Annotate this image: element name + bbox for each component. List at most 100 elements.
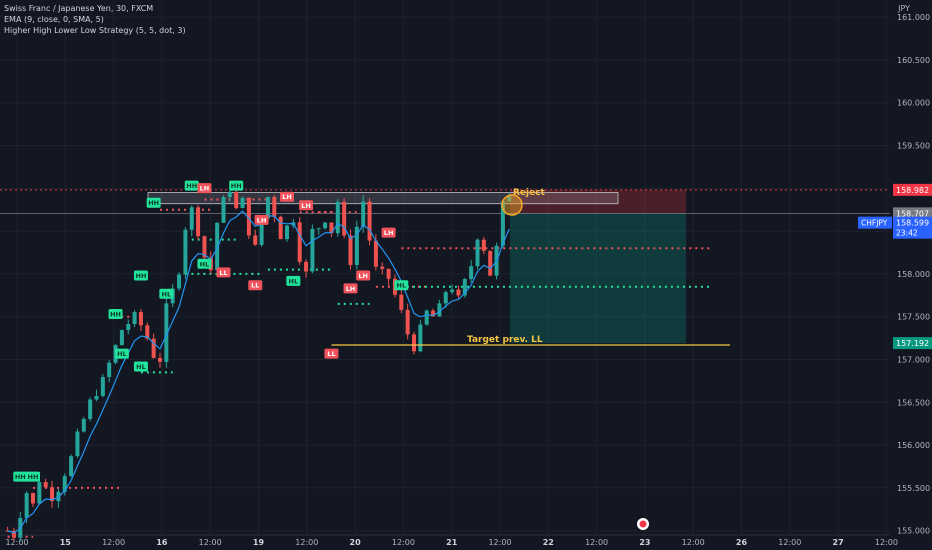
x-tick-label: 20 [350, 538, 362, 547]
event-marker-inner [639, 520, 647, 528]
candle-body [69, 456, 74, 477]
candle-body [75, 431, 80, 457]
candle-body [107, 362, 112, 377]
candle-body [138, 312, 143, 326]
pivot-label-bg [108, 309, 123, 319]
x-tick-label: 12:00 [5, 538, 28, 547]
pivot-label-lh: LH [381, 227, 396, 238]
ema-line [7, 210, 510, 534]
pivot-label-text: HH [148, 199, 159, 207]
pivot-label-lh: LH [280, 191, 294, 202]
candle-body [94, 395, 99, 400]
x-tick-label: 21 [446, 538, 458, 547]
pivot-label-text: LH [358, 272, 368, 280]
y-tick-label: 160.500 [897, 56, 930, 65]
candle-body [11, 530, 16, 538]
candle-body [500, 201, 505, 246]
candle-body [183, 229, 188, 275]
candle-body [488, 250, 493, 276]
pivot-label-text: HH [110, 311, 121, 319]
pivot-label-lh: LH [299, 200, 314, 211]
pivot-label-text: HL [117, 350, 127, 358]
candle-body [462, 279, 467, 296]
candle-body [507, 195, 512, 202]
legend-strategy-indicator[interactable]: Higher High Lower Low Strategy (5, 5, do… [4, 26, 186, 35]
pivot-label-bg [197, 183, 212, 194]
symbol-tag-text: CHFJPY [861, 219, 888, 228]
pivot-label-bg [286, 275, 301, 286]
y-tick-label: 155.000 [897, 527, 930, 536]
candle-body [81, 418, 86, 432]
candle-body [221, 197, 226, 223]
candle-body [354, 226, 359, 265]
pivot-label-bg [184, 180, 199, 191]
y-tick-label: 158.000 [897, 270, 930, 279]
pivot-label-lh: LH [254, 214, 269, 225]
candle-body [189, 207, 194, 230]
candle-body [348, 235, 353, 265]
candle-body [310, 228, 315, 272]
candle-body [202, 236, 207, 258]
pivot-label-text: HL [200, 260, 210, 268]
pivot-label-hl: HL [159, 288, 174, 299]
pivot-label-hh: HH [229, 180, 244, 191]
pivot-label-lh: LH [197, 183, 212, 194]
candle-body [158, 357, 162, 362]
pivot-label-bg [356, 270, 371, 281]
candle-body [24, 493, 29, 518]
x-tick-label: 23 [639, 538, 650, 547]
candle-body [323, 222, 328, 229]
x-tick-label: 22 [543, 538, 554, 547]
pivot-label-text: HH [136, 272, 147, 280]
pivot-label-lh: LH [356, 270, 371, 281]
pivot-label-bg [381, 227, 396, 238]
pivot-label-bg [114, 348, 129, 359]
reject-label: Reject [513, 188, 546, 198]
pivot-label-bg [324, 348, 339, 359]
pivot-label-text: LH [384, 229, 394, 237]
candle-body [418, 324, 423, 352]
profit-zone [510, 213, 686, 344]
candle-body [361, 201, 366, 227]
candle-body [342, 201, 347, 236]
y-tick-label: 161.000 [897, 13, 930, 22]
pivot-label-bg [13, 471, 28, 482]
candle-body [132, 312, 137, 325]
candle-body [253, 235, 258, 245]
pivot-label-bg [299, 200, 314, 211]
pivot-label-text: HH [186, 182, 197, 190]
pivot-label-hh: HH [146, 197, 161, 208]
pivot-label-bg [133, 270, 148, 281]
candle-body [437, 303, 442, 317]
pivot-label-text: HL [289, 277, 299, 285]
candle-body [297, 222, 302, 262]
candle-body [367, 201, 372, 241]
pivot-label-lh: LH [343, 283, 358, 294]
pivot-label-text: HH [28, 473, 39, 481]
y-tick-label: 160.000 [897, 99, 930, 108]
candle-body [100, 376, 105, 396]
candle-body [450, 289, 455, 293]
pivot-label-hh: HH [13, 471, 28, 482]
candle-body [37, 482, 42, 504]
pivot-label-hl: HL [114, 348, 129, 359]
legend-ema-indicator[interactable]: EMA (9, close, 0, SMA, 5) [4, 15, 104, 24]
candle-body [259, 218, 264, 245]
x-tick-label: 15 [60, 538, 72, 547]
stop-zone [510, 189, 686, 214]
reject-circle [501, 194, 523, 216]
pivot-label-text: HL [397, 282, 407, 290]
candle-body [177, 274, 182, 289]
pivot-label-text: LH [200, 185, 210, 193]
symbol-tag-bg [858, 216, 892, 229]
pivot-label-bg [280, 191, 294, 202]
candle-body [405, 309, 410, 335]
candle-body [88, 399, 93, 419]
pivot-label-bg [159, 288, 174, 299]
pivot-label-hl: HL [286, 275, 301, 286]
candle-body [272, 196, 277, 217]
candle-body [424, 310, 429, 325]
candle-body [50, 487, 55, 502]
target-label: Target prev. LL [467, 335, 543, 345]
